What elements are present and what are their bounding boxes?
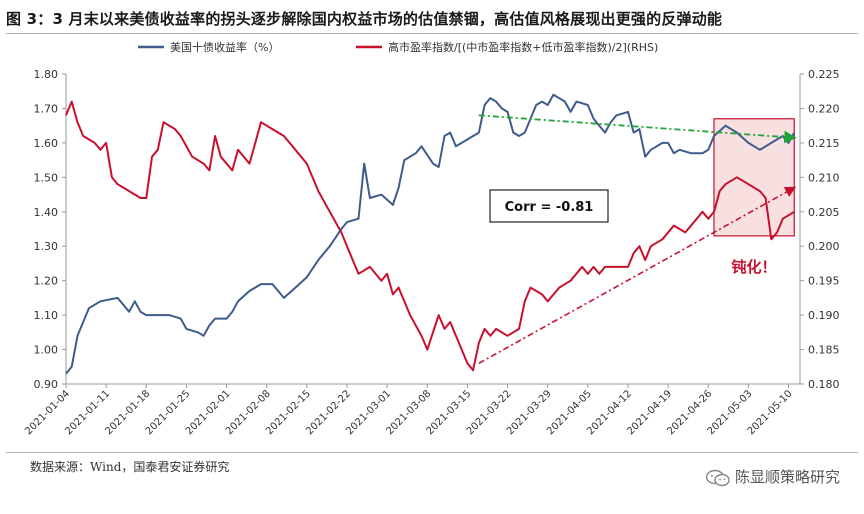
left-tick-label: 1.70 xyxy=(34,102,59,115)
legend-label-yield: 美国十债收益率（%） xyxy=(170,40,279,54)
left-tick-label: 1.30 xyxy=(34,240,59,253)
correlation-label: Corr = -0.81 xyxy=(505,200,594,215)
left-tick-label: 1.10 xyxy=(34,309,59,322)
footer-divider xyxy=(6,452,858,453)
left-tick-label: 1.50 xyxy=(34,171,59,184)
data-source-note: 数据来源：Wind，国泰君安证券研究 xyxy=(30,460,230,474)
dual-axis-line-chart: 美国十债收益率（%） 高市盈率指数/[(中市盈率指数+低市盈率指数)/2](RHS… xyxy=(23,40,840,437)
left-tick-label: 1.80 xyxy=(34,68,59,81)
wechat-icon xyxy=(705,469,730,486)
us-10y-yield-line xyxy=(65,93,796,375)
right-tick-label: 0.190 xyxy=(808,309,840,322)
left-tick-label: 0.90 xyxy=(34,378,59,391)
right-tick-label: 0.225 xyxy=(808,68,840,81)
title-divider xyxy=(6,33,858,34)
high-pe-ratio-line xyxy=(65,100,795,372)
legend-label-pe: 高市盈率指数/[(中市盈率指数+低市盈率指数)/2](RHS) xyxy=(388,40,658,54)
right-tick-label: 0.220 xyxy=(808,102,840,115)
yield-trend-arrow xyxy=(478,114,797,144)
right-tick-label: 0.185 xyxy=(808,344,840,357)
chart-legend: 美国十债收益率（%） 高市盈率指数/[(中市盈率指数+低市盈率指数)/2](RHS… xyxy=(138,40,658,54)
watermark: 陈显顺策略研究 xyxy=(705,466,840,487)
correlation-box xyxy=(489,189,609,223)
right-tick-label: 0.180 xyxy=(808,378,840,391)
left-tick-label: 1.00 xyxy=(34,344,59,357)
right-tick-label: 0.200 xyxy=(808,240,840,253)
pe-ratio-trend-arrow xyxy=(478,186,797,365)
left-tick-label: 1.40 xyxy=(34,206,59,219)
right-tick-label: 0.205 xyxy=(808,206,840,219)
right-tick-label: 0.195 xyxy=(808,275,840,288)
blunting-label: 钝化！ xyxy=(731,258,776,276)
series-layer xyxy=(65,93,796,375)
left-tick-label: 1.20 xyxy=(34,275,59,288)
annotation-layer: Corr = -0.81 钝化！ xyxy=(478,114,797,365)
right-tick-label: 0.215 xyxy=(808,137,840,150)
figure-title: 图 3：3 月末以来美债收益率的拐头逐步解除国内权益市场的估值禁锢，高估值风格展… xyxy=(6,10,723,28)
watermark-text: 陈显顺策略研究 xyxy=(734,468,840,486)
left-tick-label: 1.60 xyxy=(34,137,59,150)
right-tick-label: 0.210 xyxy=(808,171,840,184)
